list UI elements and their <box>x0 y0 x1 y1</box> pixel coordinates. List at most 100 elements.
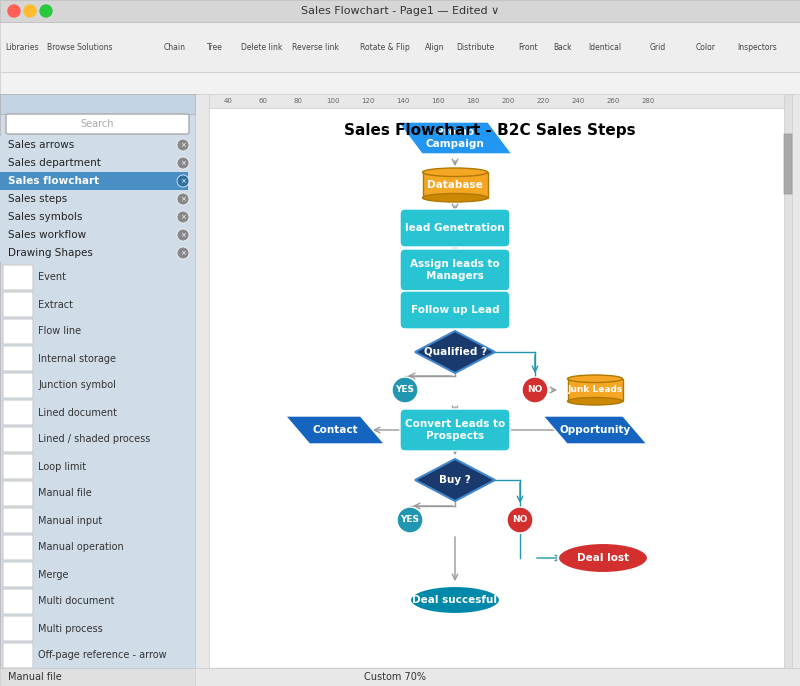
Text: Multi document: Multi document <box>38 597 114 606</box>
Text: Reverse link: Reverse link <box>291 43 338 51</box>
Text: Sales flowchart: Sales flowchart <box>8 176 99 186</box>
Text: Lined document: Lined document <box>38 407 117 418</box>
FancyBboxPatch shape <box>195 94 209 668</box>
FancyBboxPatch shape <box>0 0 800 22</box>
Text: Manual operation: Manual operation <box>38 543 124 552</box>
FancyBboxPatch shape <box>0 172 188 190</box>
Polygon shape <box>286 416 385 444</box>
FancyBboxPatch shape <box>3 346 33 371</box>
FancyBboxPatch shape <box>3 589 33 614</box>
FancyBboxPatch shape <box>400 209 510 247</box>
Text: Distribute: Distribute <box>456 43 494 51</box>
FancyBboxPatch shape <box>3 400 33 425</box>
FancyBboxPatch shape <box>0 94 195 114</box>
Text: 140: 140 <box>396 98 410 104</box>
Text: Manual file: Manual file <box>8 672 62 682</box>
Polygon shape <box>415 459 495 501</box>
Ellipse shape <box>567 397 622 405</box>
Text: Sales arrows: Sales arrows <box>8 140 74 150</box>
Text: Rotate & Flip: Rotate & Flip <box>360 43 410 51</box>
Text: Align: Align <box>426 43 445 51</box>
FancyBboxPatch shape <box>195 94 785 108</box>
FancyBboxPatch shape <box>3 454 33 479</box>
Text: 260: 260 <box>606 98 620 104</box>
Text: Delete link: Delete link <box>242 43 282 51</box>
Text: Manual input: Manual input <box>38 515 102 525</box>
FancyBboxPatch shape <box>400 249 510 291</box>
Ellipse shape <box>558 543 648 573</box>
Ellipse shape <box>422 168 487 176</box>
Text: Color: Color <box>696 43 716 51</box>
Text: Libraries: Libraries <box>6 43 38 51</box>
FancyBboxPatch shape <box>3 427 33 452</box>
Text: 240: 240 <box>571 98 585 104</box>
Text: 100: 100 <box>326 98 340 104</box>
Text: Lined / shaded process: Lined / shaded process <box>38 434 150 445</box>
Text: Tree: Tree <box>207 43 223 51</box>
Text: Sales workflow: Sales workflow <box>8 230 86 240</box>
Text: Sales department: Sales department <box>8 158 101 168</box>
Text: Junction symbol: Junction symbol <box>38 381 116 390</box>
Text: 120: 120 <box>362 98 374 104</box>
Text: lead Genetration: lead Genetration <box>405 223 505 233</box>
FancyBboxPatch shape <box>3 562 33 587</box>
Text: ×: × <box>180 178 186 184</box>
FancyBboxPatch shape <box>6 114 189 134</box>
FancyBboxPatch shape <box>0 72 800 94</box>
Text: Multi process: Multi process <box>38 624 102 633</box>
Text: ×: × <box>180 160 186 166</box>
Text: Loop limit: Loop limit <box>38 462 86 471</box>
Circle shape <box>177 175 189 187</box>
Text: Contact: Contact <box>312 425 358 435</box>
FancyBboxPatch shape <box>3 319 33 344</box>
Text: Back: Back <box>554 43 572 51</box>
Circle shape <box>177 139 189 151</box>
FancyBboxPatch shape <box>0 668 800 686</box>
Text: 60: 60 <box>258 98 267 104</box>
Ellipse shape <box>422 193 487 202</box>
Text: NO: NO <box>527 386 542 394</box>
Text: 160: 160 <box>431 98 445 104</box>
Circle shape <box>40 5 52 17</box>
Text: Front: Front <box>518 43 538 51</box>
FancyBboxPatch shape <box>0 244 188 262</box>
Polygon shape <box>398 122 512 154</box>
Text: Merge: Merge <box>38 569 69 580</box>
Text: Search: Search <box>81 119 114 129</box>
FancyBboxPatch shape <box>195 94 785 668</box>
Text: Junk Leads: Junk Leads <box>567 386 622 394</box>
FancyBboxPatch shape <box>3 292 33 317</box>
Text: Qualified ?: Qualified ? <box>423 347 486 357</box>
Circle shape <box>392 377 418 403</box>
Text: Deal succesful: Deal succesful <box>413 595 498 605</box>
FancyBboxPatch shape <box>0 226 188 244</box>
Text: ×: × <box>180 142 186 148</box>
Circle shape <box>522 377 548 403</box>
Text: Off-page reference - arrow: Off-page reference - arrow <box>38 650 166 661</box>
Text: ×: × <box>180 232 186 238</box>
Text: 200: 200 <box>502 98 514 104</box>
Ellipse shape <box>567 375 622 383</box>
Polygon shape <box>543 416 647 444</box>
FancyBboxPatch shape <box>3 616 33 641</box>
Text: Buy ?: Buy ? <box>439 475 471 485</box>
FancyBboxPatch shape <box>422 172 487 198</box>
Text: ×: × <box>180 196 186 202</box>
FancyBboxPatch shape <box>0 154 188 172</box>
Text: Promo
Campaign: Promo Campaign <box>426 127 484 149</box>
Text: Browse Solutions: Browse Solutions <box>47 43 113 51</box>
FancyBboxPatch shape <box>0 136 188 154</box>
Ellipse shape <box>410 586 500 614</box>
Text: Sales Flowchart - B2C Sales Steps: Sales Flowchart - B2C Sales Steps <box>344 123 636 137</box>
Text: Event: Event <box>38 272 66 283</box>
FancyBboxPatch shape <box>3 373 33 398</box>
FancyBboxPatch shape <box>0 94 195 668</box>
Text: Drawing Shapes: Drawing Shapes <box>8 248 93 258</box>
FancyBboxPatch shape <box>195 668 800 686</box>
Text: 280: 280 <box>642 98 654 104</box>
Text: Sales steps: Sales steps <box>8 194 67 204</box>
Circle shape <box>507 507 533 533</box>
Text: 220: 220 <box>536 98 550 104</box>
FancyBboxPatch shape <box>400 409 510 451</box>
FancyBboxPatch shape <box>400 291 510 329</box>
